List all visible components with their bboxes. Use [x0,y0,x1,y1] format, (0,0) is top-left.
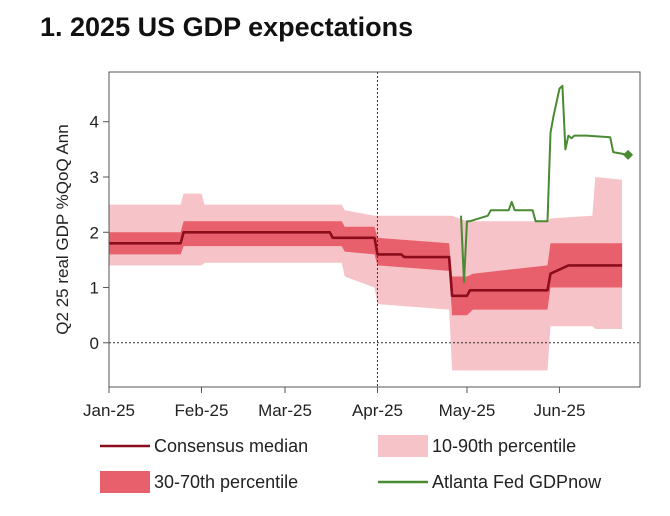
band-30-70th-percentile [109,221,623,316]
x-tick-label: Jan-25 [83,401,135,420]
y-tick-label: 4 [90,113,99,132]
reference-lines [109,72,640,387]
legend-label-10-90th-percentile: 10-90th percentile [432,436,576,456]
gdpnow-latest-point [623,149,634,160]
legend-swatch-30-70th-percentile [100,471,150,493]
band-layer [109,177,623,371]
y-tick-label: 3 [90,168,99,187]
axes: 0 1 2 3 4 Jan-25 Feb-25 Mar-25 Apr-25 May-25 Jun-2… [83,71,641,420]
x-tick-label: Mar-25 [258,401,312,420]
legend-label-atlanta-fed-gdpnow: Atlanta Fed GDPnow [432,472,602,492]
x-tick-label: Feb-25 [175,401,229,420]
x-tick-label: Jun-25 [533,401,585,420]
y-tick-label: 2 [90,223,99,242]
series-line-consensus-median [109,231,623,298]
chart-title: 1. 2025 US GDP expectations [40,12,414,42]
legend-swatch-10-90th-percentile [378,435,428,457]
y-axis-label: Q2 25 real GDP %QoQ Ann [53,124,72,334]
line-layer [109,84,634,298]
plot-frame [108,71,641,388]
series-line-atlanta-fed-gdpnow [460,84,629,283]
x-tick-label: May-25 [439,401,496,420]
legend-label-consensus-median: Consensus median [154,436,308,456]
y-tick-label: 1 [90,279,99,298]
legend-label-30-70th-percentile: 30-70th percentile [154,472,298,492]
y-tick-label: 0 [90,334,99,353]
legend: Consensus median 10-90th percentile 30-70t… [100,435,602,493]
x-tick-label: Apr-25 [352,401,403,420]
